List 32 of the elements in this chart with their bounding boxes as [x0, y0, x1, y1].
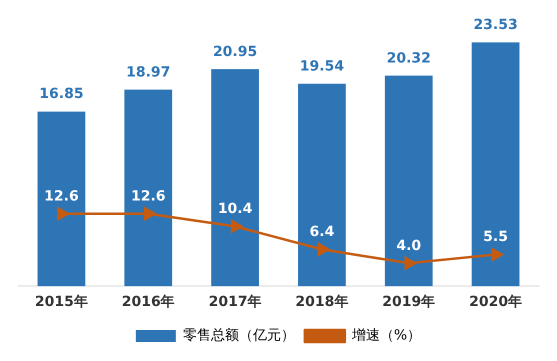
data-label: 20.95: [212, 44, 258, 60]
x-tick-label: 2019年: [382, 294, 436, 310]
bar: [124, 90, 172, 286]
data-label: 4.0: [396, 238, 422, 254]
data-label: 10.4: [218, 201, 253, 218]
bar: [384, 76, 433, 286]
bar: [298, 84, 346, 286]
bar: [211, 69, 259, 286]
data-label: 19.54: [300, 58, 344, 74]
data-label: 23.53: [473, 17, 518, 34]
point: [318, 242, 330, 256]
data-label: 18.97: [126, 64, 170, 80]
data-label: 12.6: [130, 188, 166, 204]
legend-label: 零售总额（亿元）: [182, 328, 295, 344]
x-tick-label: 2018年: [295, 294, 348, 310]
bar: [38, 112, 86, 286]
legend-label: 增速（%）: [350, 328, 422, 344]
x-tick-label: 2016年: [122, 294, 175, 310]
x-tick-label: 2015年: [34, 294, 88, 310]
point: [144, 207, 156, 220]
data-label: 16.85: [39, 86, 84, 102]
data-label: 20.32: [386, 50, 431, 66]
bar: [472, 42, 520, 286]
data-label: 12.6: [44, 188, 79, 204]
point: [57, 207, 69, 220]
point: [491, 248, 503, 262]
data-label: 5.5: [483, 229, 508, 246]
point: [404, 256, 416, 270]
data-label: 6.4: [310, 224, 335, 240]
point: [230, 220, 242, 233]
x-tick-label: 2017年: [208, 294, 262, 310]
x-tick-label: 2020年: [469, 294, 522, 310]
